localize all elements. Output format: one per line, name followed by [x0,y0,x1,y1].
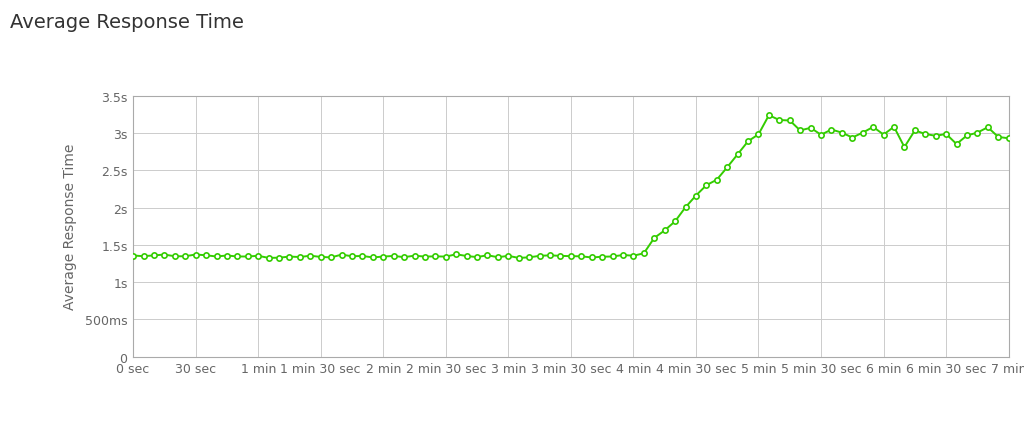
Text: Average Response Time: Average Response Time [10,13,244,32]
Y-axis label: Average Response Time: Average Response Time [62,144,77,310]
